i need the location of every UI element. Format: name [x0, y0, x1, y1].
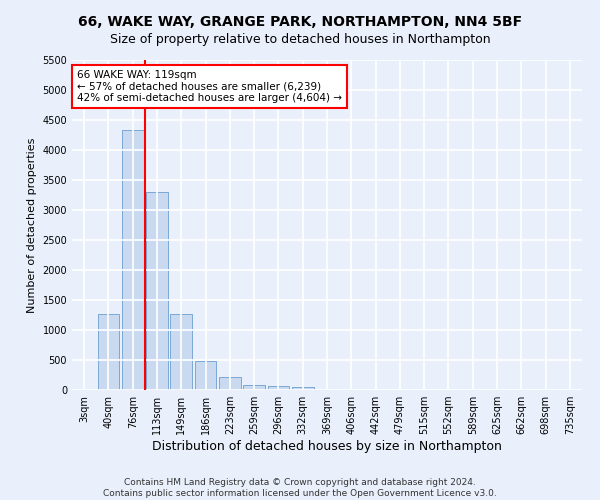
Bar — [146, 192, 168, 390]
Text: Contains HM Land Registry data © Crown copyright and database right 2024.
Contai: Contains HM Land Registry data © Crown c… — [103, 478, 497, 498]
Bar — [122, 130, 143, 390]
Y-axis label: Number of detached properties: Number of detached properties — [27, 138, 37, 312]
Bar — [170, 314, 192, 390]
Bar — [219, 378, 241, 390]
Text: 66 WAKE WAY: 119sqm
← 57% of detached houses are smaller (6,239)
42% of semi-det: 66 WAKE WAY: 119sqm ← 57% of detached ho… — [77, 70, 342, 103]
Bar — [97, 314, 119, 390]
Bar — [194, 360, 217, 390]
Text: 66, WAKE WAY, GRANGE PARK, NORTHAMPTON, NN4 5BF: 66, WAKE WAY, GRANGE PARK, NORTHAMPTON, … — [78, 15, 522, 29]
Text: Size of property relative to detached houses in Northampton: Size of property relative to detached ho… — [110, 32, 490, 46]
Bar — [243, 384, 265, 390]
X-axis label: Distribution of detached houses by size in Northampton: Distribution of detached houses by size … — [152, 440, 502, 453]
Bar — [268, 386, 289, 390]
Bar — [292, 387, 314, 390]
